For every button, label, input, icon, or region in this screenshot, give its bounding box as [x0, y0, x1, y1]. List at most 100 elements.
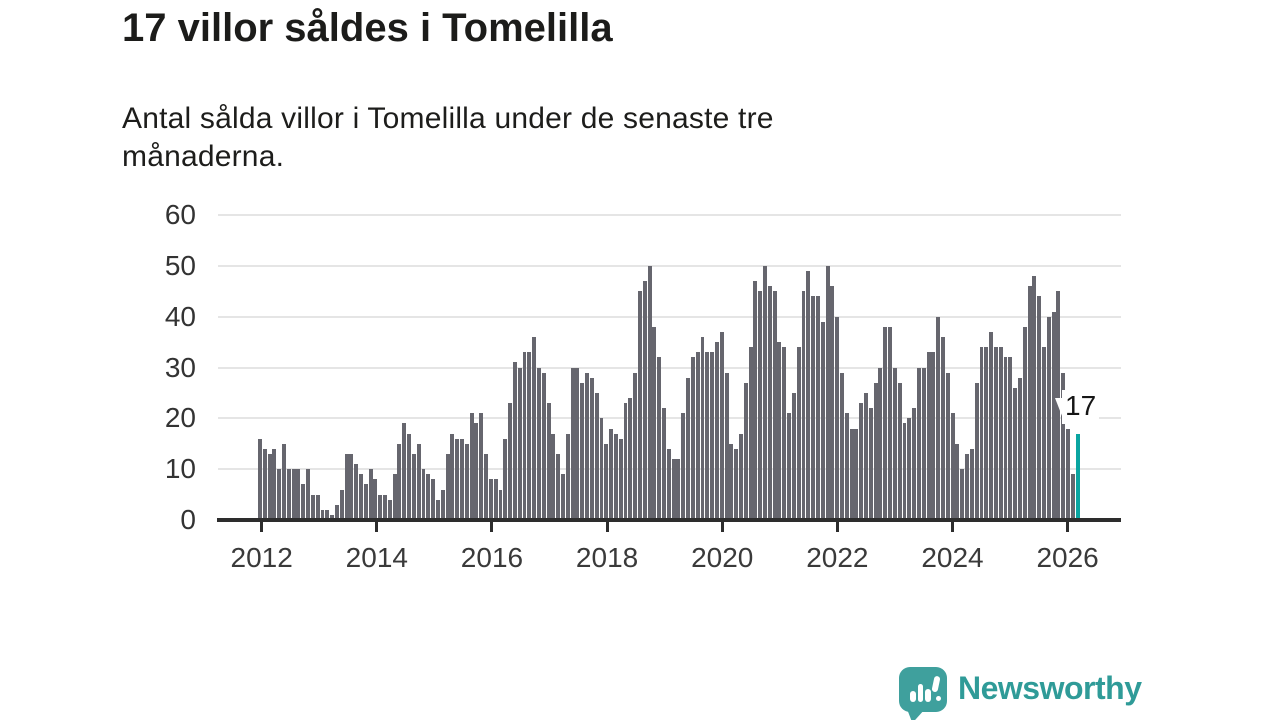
bar [936, 316, 941, 520]
bar [700, 337, 705, 520]
bar [979, 347, 984, 520]
bar [440, 489, 445, 520]
bar [892, 367, 897, 520]
bar [734, 448, 739, 520]
gridline-60 [218, 214, 1121, 216]
logo-bar-tall [917, 684, 923, 702]
bar [426, 474, 431, 520]
bar [469, 413, 474, 520]
bar [787, 413, 792, 520]
bar [315, 494, 320, 520]
bar [580, 382, 585, 520]
bar [387, 499, 392, 520]
y-axis-label-30: 30 [164, 351, 196, 383]
bar [488, 479, 493, 520]
bar [801, 291, 806, 520]
logo-bubble [899, 667, 947, 712]
bar [455, 438, 460, 520]
brand-wordmark: Newsworthy [958, 670, 1142, 706]
bar [647, 265, 652, 520]
bar [666, 448, 671, 520]
x-axis-label-2024: 2024 [921, 542, 984, 573]
bar [546, 403, 551, 520]
bar [965, 453, 969, 520]
bar [397, 443, 402, 520]
x-axis-tick-2026 [1066, 521, 1070, 532]
bar [623, 403, 628, 520]
bar [1061, 372, 1066, 520]
x-axis-tick-2012 [260, 521, 264, 532]
bar [464, 443, 469, 520]
bar [724, 372, 729, 520]
bar [527, 352, 532, 520]
bar [652, 326, 657, 520]
bar [1008, 357, 1013, 520]
bar [277, 469, 282, 520]
bar [532, 337, 537, 520]
bar [662, 408, 666, 520]
bar [1042, 347, 1046, 520]
page-subtitle: Antal sålda villor i Tomelilla under de … [122, 100, 774, 176]
bar [368, 469, 373, 520]
bar [291, 469, 296, 520]
bar [926, 352, 931, 520]
bar [642, 281, 647, 520]
bar [791, 392, 796, 520]
bar [729, 443, 734, 520]
bar [859, 403, 864, 520]
bar [955, 443, 960, 520]
bar [392, 474, 397, 520]
x-axis-label-2018: 2018 [575, 542, 639, 573]
bar [719, 331, 724, 520]
bar [585, 372, 590, 520]
bar [421, 469, 426, 520]
bar [373, 479, 378, 520]
x-axis-label-2022: 2022 [806, 542, 869, 573]
y-axis-label-20: 20 [164, 402, 196, 434]
newsworthy-logo: Newsworthy [897, 666, 1157, 720]
x-axis-label-2016: 2016 [460, 542, 524, 573]
bar [296, 469, 301, 520]
bar [411, 453, 416, 520]
bar [310, 494, 315, 520]
bar [512, 362, 517, 520]
bar [844, 413, 849, 520]
bar [671, 459, 676, 520]
bar [402, 423, 407, 520]
x-axis-tick-2016 [490, 521, 494, 532]
y-axis-label-50: 50 [164, 249, 196, 281]
bar [561, 474, 565, 520]
bar [888, 326, 893, 520]
bar [907, 418, 912, 520]
bar [1051, 311, 1056, 520]
bar [830, 286, 835, 520]
bar [748, 347, 753, 520]
bar [460, 438, 464, 520]
bar [767, 286, 772, 520]
page-title: 17 villor såldes i Tomelilla [122, 6, 613, 50]
bar [989, 331, 994, 520]
bar [633, 372, 638, 520]
y-axis-label-10: 10 [164, 453, 196, 485]
y-axis-label-60: 60 [164, 199, 196, 230]
bar [618, 438, 623, 520]
bar [772, 291, 777, 520]
bar [450, 433, 455, 520]
x-axis-tick-2022 [835, 521, 839, 532]
x-axis-label-2026: 2026 [1036, 542, 1099, 573]
bar [868, 408, 873, 520]
bar [344, 453, 349, 520]
bar [710, 352, 715, 520]
bar [349, 453, 354, 520]
bar [782, 347, 787, 520]
bar [286, 469, 291, 520]
bar [753, 281, 758, 520]
bar [883, 326, 888, 520]
x-axis-tick-2020 [720, 521, 724, 532]
bar [551, 433, 556, 520]
bar [339, 489, 344, 520]
bar [363, 484, 368, 520]
bar [599, 418, 604, 520]
